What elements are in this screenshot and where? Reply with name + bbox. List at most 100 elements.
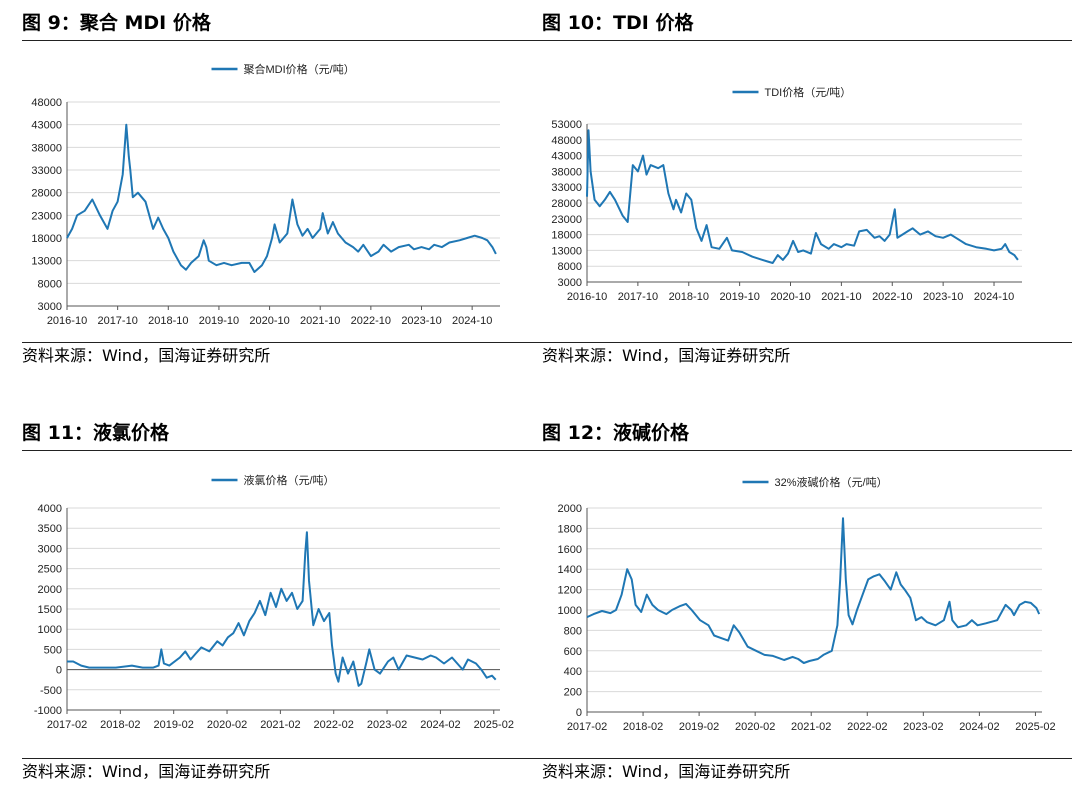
y-tick-label: 53000 — [551, 119, 582, 131]
source-divider — [22, 342, 552, 343]
y-tick-label: 3500 — [38, 523, 62, 535]
y-tick-label: 1800 — [558, 523, 582, 535]
series-line — [67, 531, 497, 687]
panel-tdi: 图 10：TDI 价格 3000 8000 13000 18000 23000 28000… — [542, 8, 1072, 373]
source-note: 资料来源：Wind，国海证券研究所 — [542, 346, 791, 365]
y-tick-label: 600 — [564, 646, 582, 658]
y-tick-label: 28000 — [31, 188, 62, 200]
x-tick-label: 2017-02 — [567, 721, 607, 733]
y-tick-label: 8000 — [558, 261, 582, 273]
x-tick-label: 2018-02 — [100, 719, 140, 731]
x-tick-label: 2016-10 — [567, 291, 607, 303]
y-tick-label: 0 — [576, 707, 582, 719]
x-tick-label: 2022-02 — [314, 719, 354, 731]
x-tick-label: 2022-10 — [872, 291, 912, 303]
y-tick-label: 200 — [564, 687, 582, 699]
x-tick-label: 2023-02 — [903, 721, 943, 733]
source-note: 资料来源：Wind，国海证券研究所 — [22, 346, 271, 365]
series-line — [586, 517, 1041, 664]
y-tick-label: 0 — [56, 665, 62, 677]
y-tick-label: 3000 — [558, 277, 582, 289]
series-line — [66, 123, 497, 273]
source-divider — [542, 758, 1072, 759]
source-note: 资料来源：Wind，国海证券研究所 — [542, 762, 791, 781]
x-tick-label: 2020-10 — [249, 315, 289, 327]
x-tick-label: 2017-02 — [47, 719, 87, 731]
y-tick-label: 13000 — [31, 256, 62, 268]
y-tick-label: 18000 — [31, 233, 62, 245]
y-tick-label: 23000 — [31, 210, 62, 222]
x-tick-label: 2023-10 — [401, 315, 441, 327]
legend-label: 聚合MDI价格（元/吨） — [244, 62, 355, 76]
y-tick-label: 38000 — [31, 142, 62, 154]
x-tick-label: 2021-10 — [821, 291, 861, 303]
legend-label: 液氯价格（元/吨） — [244, 473, 335, 487]
legend-label: 32%液碱价格（元/吨） — [775, 475, 888, 489]
title-divider — [22, 40, 552, 41]
y-tick-label: 43000 — [31, 120, 62, 132]
tdi-price-chart: 3000 8000 13000 18000 23000 28000 33000 38000 43… — [551, 85, 1022, 303]
y-tick-label: 1400 — [558, 564, 582, 576]
x-tick-label: 2019-10 — [199, 315, 239, 327]
liquid-caustic-soda-price-chart: 0 200 400 600 800 1000 1200 1400 1600 1800 2000 201… — [558, 475, 1056, 733]
title-divider — [542, 450, 1072, 451]
y-tick-label: 28000 — [551, 198, 582, 210]
y-tick-label: 1200 — [558, 585, 582, 597]
y-tick-label: 8000 — [38, 278, 62, 290]
figure-title: 图 10：TDI 价格 — [542, 12, 694, 34]
x-tick-label: 2021-02 — [260, 719, 300, 731]
x-tick-label: 2019-02 — [154, 719, 194, 731]
panel-liquid-chlorine: 图 11：液氯价格 -1000 -500 0 500 1000 1500 2000 2500 3… — [22, 418, 552, 786]
x-tick-label: 2023-10 — [923, 291, 963, 303]
x-tick-label: 2025-02 — [474, 719, 514, 731]
x-tick-label: 2020-10 — [770, 291, 810, 303]
legend-label: TDI价格（元/吨） — [765, 85, 852, 99]
panel-mdi: 图 9：聚合 MDI 价格 3000 8000 13000 18000 23000 280… — [22, 8, 552, 373]
y-tick-label: 23000 — [551, 214, 582, 226]
x-tick-label: 2021-02 — [791, 721, 831, 733]
figure-title: 图 12：液碱价格 — [542, 422, 690, 444]
figure-title: 图 11：液氯价格 — [22, 422, 170, 444]
x-tick-label: 2016-10 — [47, 315, 87, 327]
y-tick-label: 500 — [44, 644, 62, 656]
x-tick-label: 2017-10 — [97, 315, 137, 327]
y-tick-label: 33000 — [31, 165, 62, 177]
x-tick-label: 2018-10 — [669, 291, 709, 303]
y-tick-label: -1000 — [34, 705, 62, 717]
y-tick-label: 43000 — [551, 151, 582, 163]
x-tick-label: 2019-02 — [679, 721, 719, 733]
x-tick-label: 2024-10 — [452, 315, 492, 327]
x-tick-label: 2020-02 — [735, 721, 775, 733]
figure-title: 图 9：聚合 MDI 价格 — [22, 12, 211, 34]
y-tick-label: 1000 — [38, 624, 62, 636]
y-tick-label: 33000 — [551, 182, 582, 194]
x-tick-label: 2018-02 — [623, 721, 663, 733]
y-tick-label: 1000 — [558, 605, 582, 617]
y-tick-label: 800 — [564, 625, 582, 637]
y-tick-label: 48000 — [31, 97, 62, 109]
title-divider — [22, 450, 552, 451]
y-tick-label: 4000 — [38, 503, 62, 515]
x-tick-label: 2025-02 — [1015, 721, 1055, 733]
y-tick-label: 2000 — [38, 584, 62, 596]
y-tick-label: 2500 — [38, 564, 62, 576]
x-tick-label: 2024-10 — [974, 291, 1014, 303]
series-line — [586, 129, 1019, 264]
x-tick-label: 2023-02 — [367, 719, 407, 731]
title-divider — [542, 40, 1072, 41]
y-tick-label: 48000 — [551, 135, 582, 147]
x-tick-label: 2019-10 — [719, 291, 759, 303]
y-tick-label: 2000 — [558, 503, 582, 515]
liquid-chlorine-price-chart: -1000 -500 0 500 1000 1500 2000 2500 3000 3500 400… — [34, 473, 514, 731]
x-tick-label: 2024-02 — [959, 721, 999, 733]
x-tick-label: 2018-10 — [148, 315, 188, 327]
y-tick-label: 400 — [564, 666, 582, 678]
source-divider — [542, 342, 1072, 343]
source-divider — [22, 758, 552, 759]
panel-liquid-caustic-soda: 图 12：液碱价格 0 200 400 600 800 1000 1200 1400 1600 1… — [542, 418, 1072, 786]
y-tick-label: 3000 — [38, 301, 62, 313]
y-tick-label: 18000 — [551, 230, 582, 242]
x-tick-label: 2022-10 — [351, 315, 391, 327]
source-note: 资料来源：Wind，国海证券研究所 — [22, 762, 271, 781]
x-tick-label: 2024-02 — [420, 719, 460, 731]
